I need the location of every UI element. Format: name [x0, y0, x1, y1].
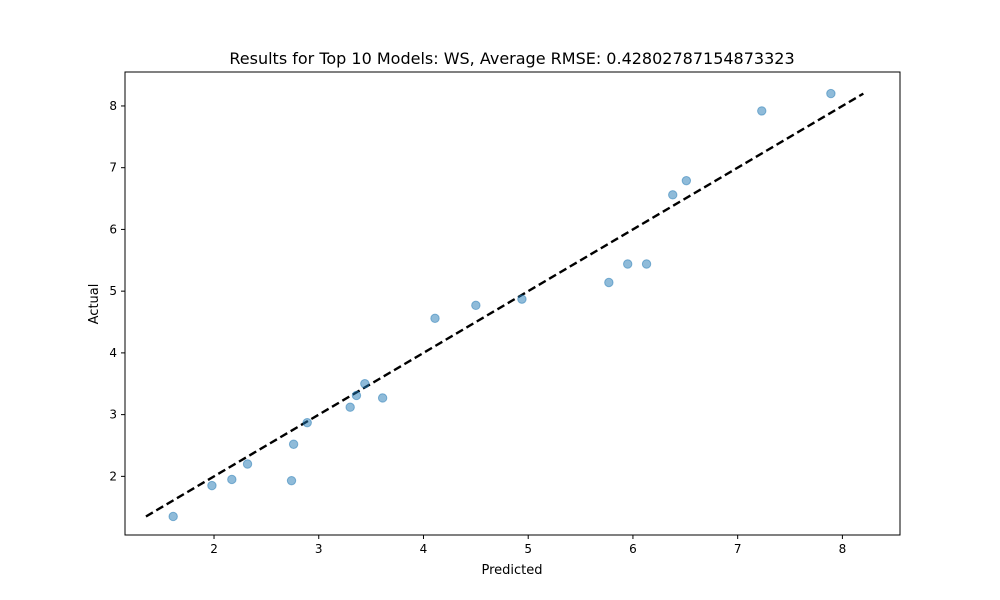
y-tick-label: 4 [109, 346, 117, 360]
y-tick-label: 2 [109, 469, 117, 483]
scatter-point [681, 175, 692, 186]
y-tick-label: 3 [109, 408, 117, 422]
y-tick-label: 5 [109, 284, 117, 298]
axes-layer: 2 3 4 5 6 7 8 2 3 4 5 6 7 8 [109, 99, 846, 556]
scatter-point [286, 475, 297, 486]
plot-frame [124, 71, 901, 536]
y-tick-label: 6 [109, 222, 117, 236]
scatter-point [345, 402, 355, 412]
y-axis-label: Actual [87, 284, 102, 325]
reference-line-layer [145, 92, 864, 518]
scatter-point [623, 259, 633, 269]
x-tick-label: 4 [420, 542, 428, 556]
scatter-point [757, 106, 767, 116]
scatter-point [517, 294, 527, 304]
x-tick-label: 8 [839, 542, 847, 556]
scatter-point [360, 379, 370, 389]
x-tick-label: 6 [629, 542, 637, 556]
scatter-point [168, 511, 178, 522]
x-tick-label: 3 [315, 542, 323, 556]
scatter-point [207, 480, 217, 491]
y-tick-label: 8 [109, 99, 117, 113]
scatter-point [668, 190, 678, 200]
x-tick-label: 5 [524, 542, 532, 556]
x-tick-label: 7 [734, 542, 742, 556]
reference-line [145, 92, 864, 518]
scatter-point [227, 474, 237, 485]
scatter-point [377, 393, 388, 403]
x-axis-label: Predicted [481, 563, 542, 578]
scatter-point [430, 313, 440, 324]
scatter-point [641, 259, 652, 269]
y-tick-label: 7 [109, 161, 117, 175]
scatter-point [351, 390, 362, 401]
chart-title: Results for Top 10 Models: WS, Average R… [229, 49, 794, 68]
scatter-point [288, 439, 299, 449]
points-layer [168, 88, 836, 522]
scatter-point [604, 277, 614, 288]
scatter-point [302, 417, 312, 428]
x-tick-label: 2 [210, 542, 218, 556]
scatter-point [471, 300, 481, 311]
scatter-point [826, 88, 836, 99]
scatter-point [242, 459, 253, 469]
